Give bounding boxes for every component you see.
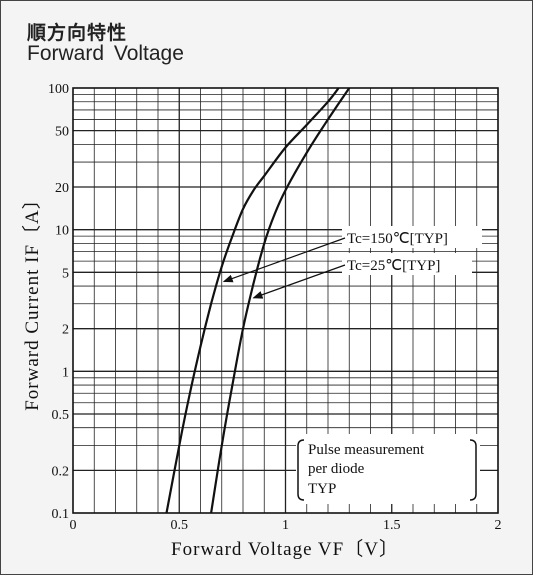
- annotation-25-bg: [342, 253, 472, 275]
- x-tick-label: 1: [282, 518, 289, 533]
- y-tick-label: 0.5: [52, 408, 70, 423]
- note-line-3: TYP: [308, 481, 336, 497]
- x-tick-label: 2: [495, 518, 502, 533]
- y-tick-label: 0.1: [52, 507, 70, 522]
- x-tick-label: 0.5: [171, 518, 189, 533]
- annotation-tc150: Tc=150℃[TYP]: [347, 231, 448, 247]
- note-line-1: Pulse measurement: [308, 442, 425, 458]
- annotation-150-bg: [342, 226, 482, 248]
- y-tick-label: 0.2: [52, 464, 70, 479]
- y-tick-label: 2: [62, 323, 69, 338]
- series-line-0: [165, 87, 340, 514]
- note-line-2: per diode: [308, 461, 365, 477]
- x-axis-label: Forward Voltage VF〔V〕: [171, 538, 399, 560]
- note-background: [296, 434, 480, 504]
- x-tick-label: 1.5: [383, 518, 401, 533]
- chart-title-japanese: 順方向特性: [27, 22, 128, 44]
- y-tick-label: 5: [62, 266, 69, 281]
- note-left-bracket: [297, 439, 305, 501]
- annotation-arrow-1: [252, 264, 346, 299]
- y-tick-label: 50: [55, 125, 69, 140]
- plot-border: [72, 87, 499, 514]
- annotation-tc25: Tc=25℃[TYP]: [347, 258, 440, 274]
- series-layer: [165, 87, 351, 514]
- y-tick-label: 100: [48, 82, 69, 97]
- measurement-note: Pulse measurement per diode TYP: [296, 434, 480, 504]
- y-tick-label: 10: [55, 224, 69, 239]
- series-line-1: [210, 87, 351, 514]
- chart-title-english: Forward Voltage: [27, 42, 184, 65]
- x-tick-label: 0: [70, 518, 77, 533]
- y-axis-label: Forward Current IF〔A〕: [21, 189, 43, 411]
- note-right-bracket: [469, 439, 477, 501]
- tick-labels: 0.1 0.2 0.5 1 2 5 10 20 50 100 0 0.5 1 1.5 2: [48, 82, 502, 533]
- annotations: Tc=150℃[TYP] Tc=25℃[TYP]: [222, 226, 482, 299]
- y-tick-label: 20: [55, 181, 69, 196]
- annotation-arrow-0: [222, 237, 346, 283]
- y-tick-label: 1: [62, 365, 69, 380]
